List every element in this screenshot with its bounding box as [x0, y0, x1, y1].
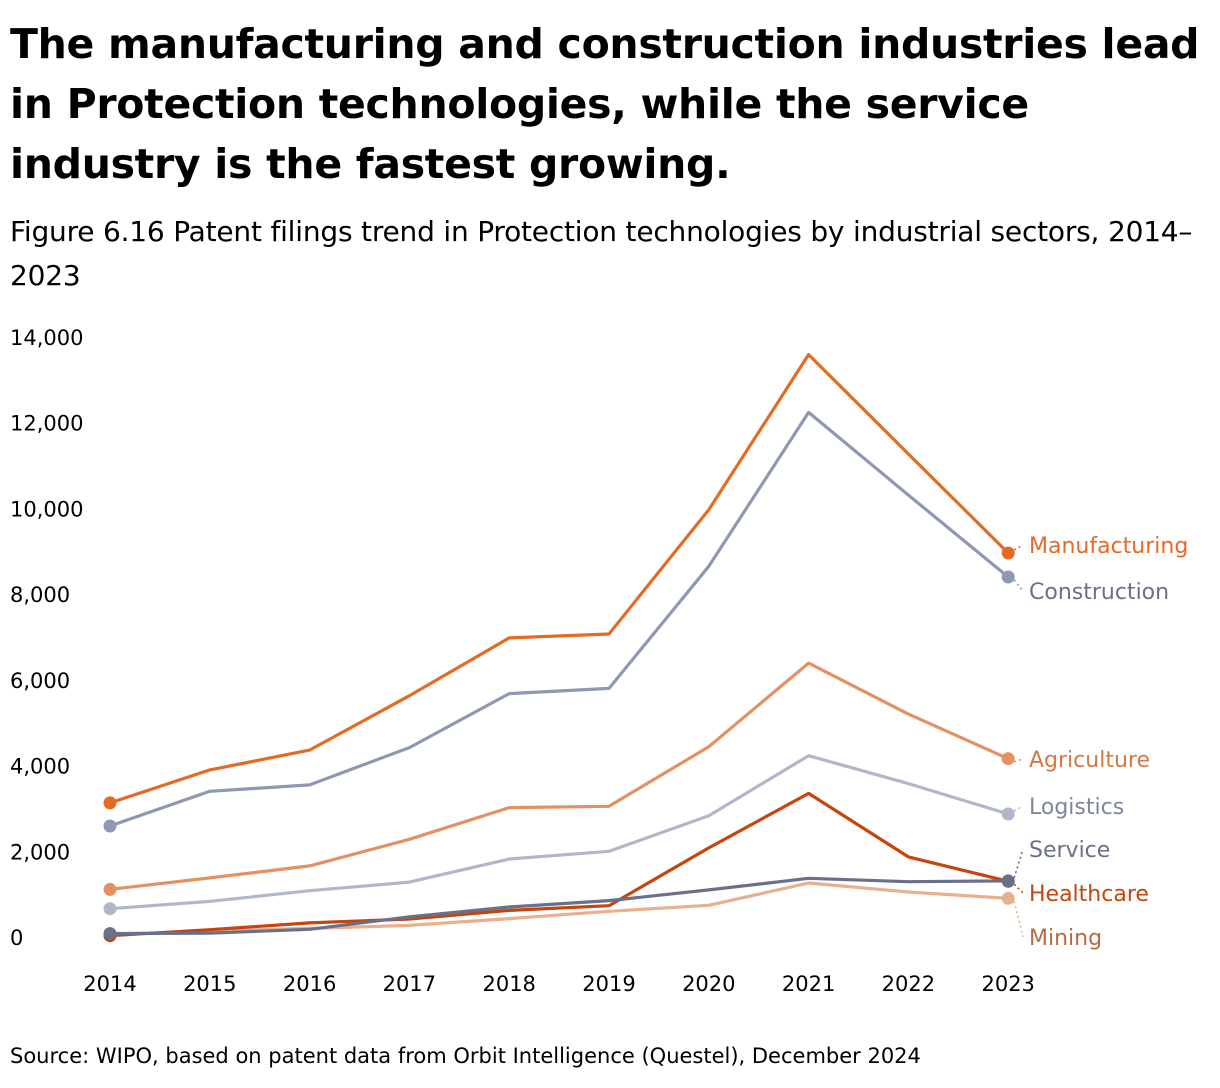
x-tick-label: 2014 — [83, 972, 136, 996]
construction-start-point — [103, 819, 117, 833]
mining-label: Mining — [1029, 926, 1102, 951]
service-label: Service — [1029, 838, 1110, 863]
y-tick-label: 4,000 — [10, 755, 70, 779]
healthcare-leader-line — [1013, 883, 1024, 894]
healthcare-label: Healthcare — [1029, 882, 1149, 907]
line-chart: 02,0004,0006,0008,00010,00012,00014,000 … — [10, 326, 1188, 996]
logistics-line — [108, 754, 1010, 911]
y-tick-label: 8,000 — [10, 583, 70, 607]
construction-leader-line — [1013, 579, 1024, 592]
manufacturing-end-point — [1001, 546, 1015, 560]
agriculture-line — [108, 661, 1010, 892]
y-tick-label: 0 — [10, 926, 23, 950]
construction-label: Construction — [1029, 580, 1169, 605]
series-labels: Mining Healthcare Service Logistics Agricult… — [1013, 534, 1188, 951]
manufacturing-leader-line — [1013, 544, 1024, 551]
manufacturing-label: Manufacturing — [1029, 534, 1188, 559]
x-tick-label: 2021 — [782, 972, 835, 996]
logistics-label: Logistics — [1029, 795, 1124, 820]
healthcare-line — [108, 791, 1010, 938]
chart-headline: The manufacturing and construction indus… — [10, 20, 1200, 188]
series-lines — [103, 353, 1015, 943]
x-tick-label: 2015 — [183, 972, 236, 996]
y-tick-label: 2,000 — [10, 840, 70, 864]
y-axis: 0 2,000 4,000 6,000 8,000 10,000 12,000 14,000 — [10, 326, 83, 950]
mining-leader-line — [1013, 901, 1024, 938]
x-axis: 2014 2015 2016 2017 2018 2019 2020 2021 2022 2023 — [83, 972, 1035, 996]
y-tick-label: 12,000 — [10, 412, 83, 436]
y-tick-label: 14,000 — [10, 326, 83, 350]
x-tick-label: 2019 — [582, 972, 635, 996]
logistics-leader-line — [1013, 805, 1024, 812]
agriculture-start-point — [103, 882, 117, 896]
source-note: Source: WIPO, based on patent data from … — [10, 1044, 921, 1068]
x-tick-label: 2018 — [482, 972, 535, 996]
agriculture-end-point — [1001, 752, 1015, 766]
service-line — [108, 876, 1010, 936]
manufacturing-line — [108, 353, 1010, 805]
x-tick-label: 2017 — [383, 972, 436, 996]
construction-line — [108, 410, 1010, 828]
manufacturing-start-point — [103, 796, 117, 810]
construction-end-point — [1001, 570, 1015, 584]
service-leader-line — [1013, 848, 1024, 879]
x-tick-label: 2020 — [682, 972, 735, 996]
mining-end-point — [1001, 891, 1015, 905]
service-start-point — [103, 927, 117, 941]
x-tick-label: 2022 — [882, 972, 935, 996]
logistics-end-point — [1001, 807, 1015, 821]
y-tick-label: 10,000 — [10, 497, 83, 521]
x-tick-label: 2016 — [283, 972, 336, 996]
agriculture-label: Agriculture — [1029, 748, 1150, 773]
figure-subtitle: Figure 6.16 Patent filings trend in Prot… — [10, 215, 1193, 292]
x-tick-label: 2023 — [981, 972, 1034, 996]
logistics-start-point — [103, 902, 117, 916]
agriculture-leader-line — [1013, 758, 1024, 763]
y-tick-label: 6,000 — [10, 669, 70, 693]
service-end-point — [1001, 874, 1015, 888]
